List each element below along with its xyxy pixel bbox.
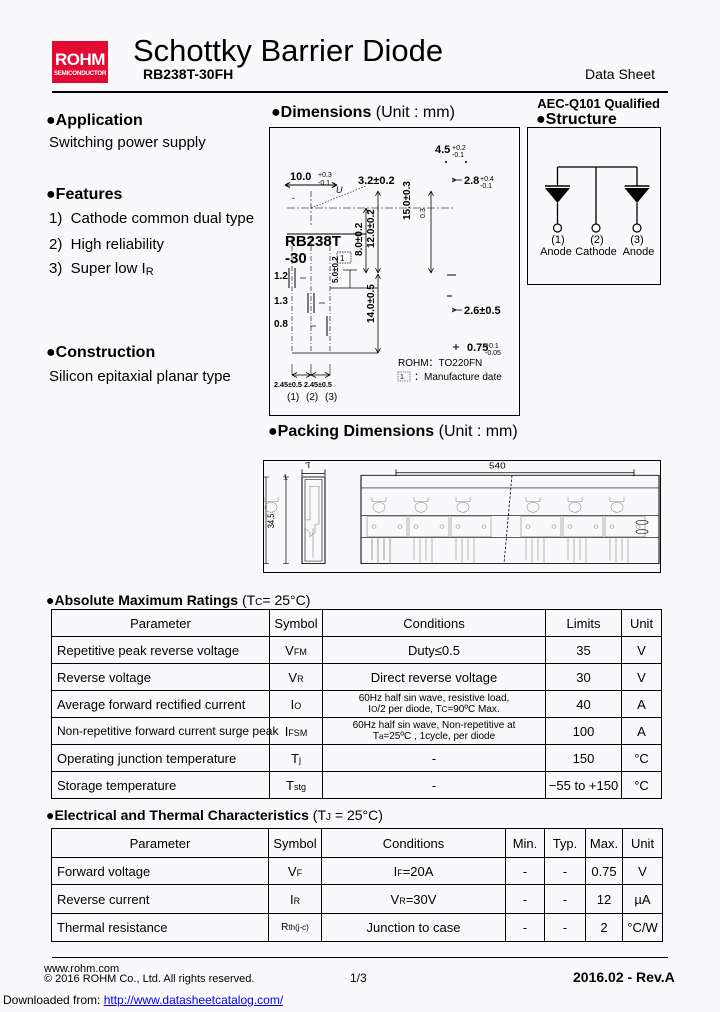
svg-text:(2): (2): [306, 392, 318, 403]
svg-text:10.0: 10.0: [290, 171, 311, 183]
svg-text:(3): (3): [325, 392, 337, 403]
svg-text:2.6±0.5: 2.6±0.5: [464, 305, 501, 317]
svg-text:540: 540: [489, 461, 506, 470]
svg-text:SEMICONDUCTOR: SEMICONDUCTOR: [54, 70, 107, 77]
svg-text:8.0±0.2: 8.0±0.2: [354, 222, 365, 256]
svg-text:1.3: 1.3: [274, 296, 288, 307]
svg-text:(1): (1): [287, 392, 299, 403]
svg-text:14.0±0.5: 14.0±0.5: [366, 284, 377, 323]
svg-text:-0.1: -0.1: [318, 180, 330, 187]
svg-text:+0.1: +0.1: [485, 343, 499, 350]
svg-text:2.8: 2.8: [464, 175, 479, 187]
svg-text:4.5: 4.5: [435, 144, 450, 156]
svg-text:+0.3: +0.3: [318, 172, 332, 179]
svg-text:+0.2: +0.2: [452, 145, 466, 152]
svg-text:5.0±0.2: 5.0±0.2: [331, 256, 340, 283]
svg-text:-0.05: -0.05: [485, 350, 501, 357]
svg-text:2.45±0.5: 2.45±0.5: [274, 380, 302, 389]
svg-text:-0.1: -0.1: [480, 183, 492, 190]
svg-text:7: 7: [304, 461, 313, 470]
svg-text:0.8: 0.8: [274, 319, 288, 330]
svg-text:0.3: 0.3: [420, 208, 427, 218]
svg-text:34.5: 34.5: [265, 513, 276, 528]
svg-text:ROHM：TO220FN: ROHM：TO220FN: [398, 358, 482, 369]
svg-text:-: -: [292, 193, 295, 203]
svg-text:+0.4: +0.4: [480, 176, 494, 183]
svg-text:U: U: [336, 185, 343, 195]
svg-text:ROHM: ROHM: [55, 50, 105, 69]
svg-text:12.0±0.2: 12.0±0.2: [366, 209, 377, 248]
svg-text:3.2±0.2: 3.2±0.2: [358, 175, 395, 187]
svg-text:1.2: 1.2: [274, 271, 288, 282]
svg-text:15.0±0.3: 15.0±0.3: [402, 181, 413, 220]
svg-text:-30: -30: [285, 250, 307, 267]
svg-text:2.45±0.5: 2.45±0.5: [304, 380, 332, 389]
svg-text:1: 1: [400, 374, 404, 381]
svg-text:1: 1: [340, 254, 345, 263]
svg-text:RB238T: RB238T: [285, 233, 341, 250]
svg-text:-0.1: -0.1: [452, 152, 464, 159]
svg-text:：Manufacture date: ：Manufacture date: [414, 372, 502, 383]
